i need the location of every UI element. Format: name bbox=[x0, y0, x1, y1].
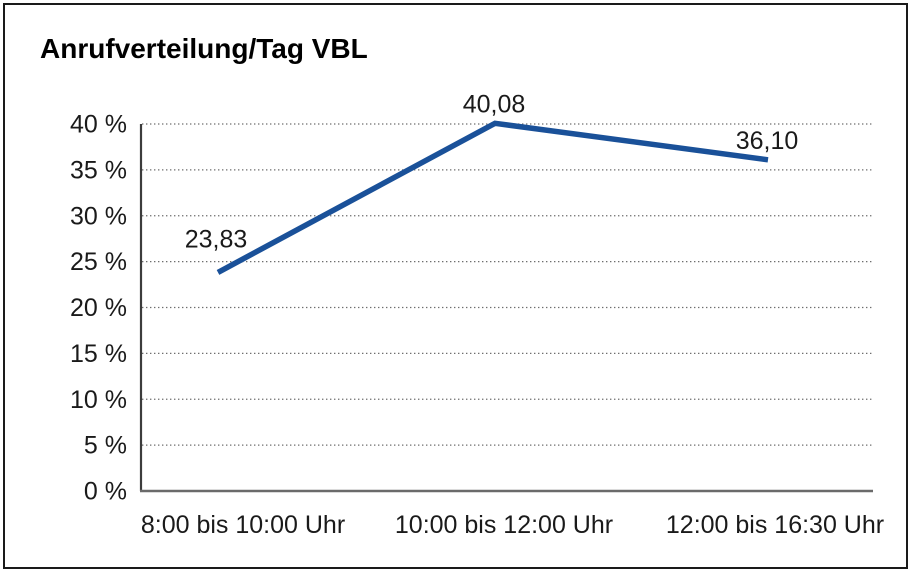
y-tick-label-25: 25 % bbox=[70, 248, 127, 276]
x-tick-label-0: 8:00 bis 10:00 Uhr bbox=[141, 511, 345, 539]
data-point-label-1: 40,08 bbox=[463, 90, 526, 118]
data-point-label-2: 36,10 bbox=[736, 127, 799, 155]
y-tick-label-5: 5 % bbox=[84, 432, 127, 460]
y-tick-label-40: 40 % bbox=[70, 111, 127, 139]
x-tick-label-2: 12:00 bis 16:30 Uhr bbox=[666, 511, 884, 539]
y-tick-label-10: 10 % bbox=[70, 386, 127, 414]
data-point-label-0: 23,83 bbox=[185, 225, 248, 253]
x-tick-label-1: 10:00 bis 12:00 Uhr bbox=[395, 511, 613, 539]
y-tick-label-0: 0 % bbox=[84, 478, 127, 506]
chart-title: Anrufverteilung/Tag VBL bbox=[40, 33, 368, 64]
data-series-line bbox=[216, 120, 769, 275]
y-tick-label-15: 15 % bbox=[70, 340, 127, 368]
y-tick-label-20: 20 % bbox=[70, 294, 127, 322]
y-tick-label-35: 35 % bbox=[70, 156, 127, 184]
y-tick-label-30: 30 % bbox=[70, 202, 127, 230]
chart-outer-frame bbox=[3, 3, 908, 569]
